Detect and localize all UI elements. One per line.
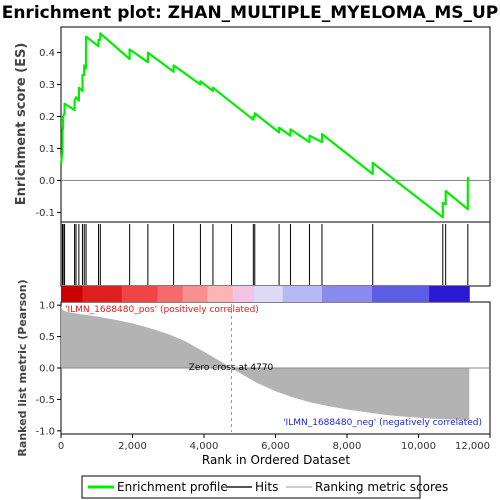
- legend-hits-label: Hits: [255, 480, 278, 494]
- es-panel-frame: [60, 26, 491, 223]
- hits-panel-frame: [60, 221, 491, 287]
- heatbar-segment: [372, 286, 430, 302]
- rank-y-tick-label: -1.0: [35, 426, 55, 437]
- heatbar-segment: [182, 286, 209, 302]
- es-y-tick-label: 0.0: [39, 176, 55, 187]
- es-y-tick-label: 0.1: [39, 144, 55, 155]
- es-y-tick-label: -0.1: [35, 208, 55, 219]
- rank-x-tick-label: 2,000: [118, 441, 147, 452]
- rank-y-tick-label: -0.5: [35, 395, 55, 406]
- hit-marks: [61, 224, 469, 285]
- heatbar-segment: [321, 286, 373, 302]
- rank-y-tick-label: 0.5: [39, 332, 55, 343]
- rank-x-tick-label: 10,000: [401, 441, 436, 452]
- rank-y-axis-label: Ranked list metric (Pearson): [16, 279, 29, 456]
- enrichment-profile-line: [59, 32, 470, 219]
- es-y-tick-label: 0.3: [39, 80, 55, 91]
- heatbar-segment: [61, 286, 83, 302]
- pos-correlated-label: 'ILMN_1688480_pos' (positively correlate…: [65, 305, 259, 315]
- es-y-axis-label: Enrichment score (ES): [14, 43, 29, 206]
- es-y-tick-label: 0.2: [39, 112, 55, 123]
- rank-x-tick-label: 0: [58, 441, 64, 452]
- es-y-tick-label: 0.4: [39, 48, 55, 59]
- rank-x-tick-label: 8,000: [333, 441, 362, 452]
- rank-x-axis-label: Rank in Ordered Dataset: [202, 453, 350, 467]
- chart-title: Enrichment plot: ZHAN_MULTIPLE_MYELOMA_M…: [2, 3, 499, 23]
- ranking-metric-area: [61, 306, 470, 421]
- heatbar-segment: [282, 286, 323, 302]
- neg-correlated-label: 'ILMN_1688480_neg' (negatively correlate…: [283, 418, 482, 428]
- rank-y-tick-label: 0.0: [39, 364, 55, 375]
- legend-ranking-label: Ranking metric scores: [315, 480, 448, 494]
- rank-x-tick-label: 4,000: [190, 441, 219, 452]
- rank-y-tick-label: 1.0: [39, 301, 55, 312]
- heatbar-segment: [232, 286, 255, 302]
- heatbar-segment: [207, 286, 234, 302]
- legend-enrichment-label: Enrichment profile: [117, 480, 228, 494]
- heatbar-segment: [82, 286, 123, 302]
- rank-x-tick-label: 6,000: [261, 441, 290, 452]
- heatbar-segment: [254, 286, 284, 302]
- heatbar-segment: [121, 286, 159, 302]
- heatbar-segment: [429, 286, 470, 302]
- rank-x-ticks: 0 2,000 4,000 6,000 8,000 10,000 12,000: [58, 434, 491, 452]
- metric-area-group: [61, 304, 490, 432]
- heatbar-segment: [157, 286, 184, 302]
- rank-y-ticks: 1.0 0.5 0.0 -0.5 -1.0: [35, 301, 61, 437]
- zero-cross-label: Zero cross at 4770: [189, 363, 274, 373]
- rank-x-tick-label: 12,000: [455, 441, 490, 452]
- rank-heatbar: [61, 286, 470, 302]
- es-y-ticks: 0.4 0.3 0.2 0.1 0.0 -0.1: [35, 48, 61, 219]
- es-line-group: [59, 32, 470, 219]
